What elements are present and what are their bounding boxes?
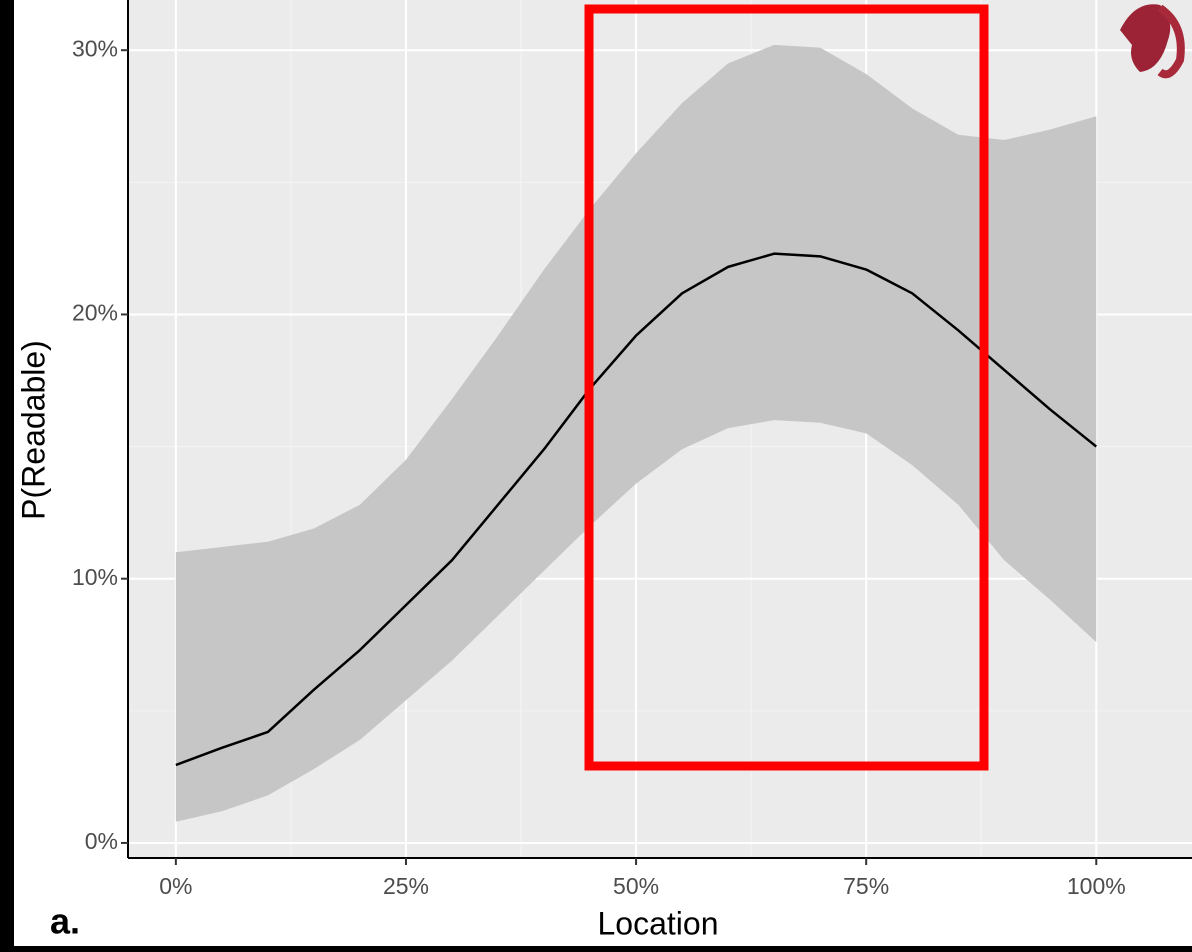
y-axis-title: P(Readable) [15,340,51,520]
marks [175,44,1098,822]
panel-label: a. [50,901,80,942]
x-tick-label: 75% [843,873,889,899]
crab-image [1120,4,1185,79]
left-edge [0,0,14,952]
crab-leg [1120,4,1171,72]
bottom-edge [0,946,1192,952]
y-tick-label: 0% [85,828,118,854]
confidence-band [175,44,1097,822]
y-tick-label: 30% [72,35,118,61]
x-tick-label: 100% [1067,873,1126,899]
x-axis-title: Location [598,905,719,941]
x-tick-label: 0% [159,873,192,899]
crab-leg [1157,4,1185,79]
fit-line [175,252,1098,767]
y-tick-label: 20% [72,300,118,326]
x-tick-label: 50% [613,873,659,899]
x-tick-label: 25% [383,873,429,899]
highlight-box [584,4,989,771]
y-tick-label: 10% [72,564,118,590]
